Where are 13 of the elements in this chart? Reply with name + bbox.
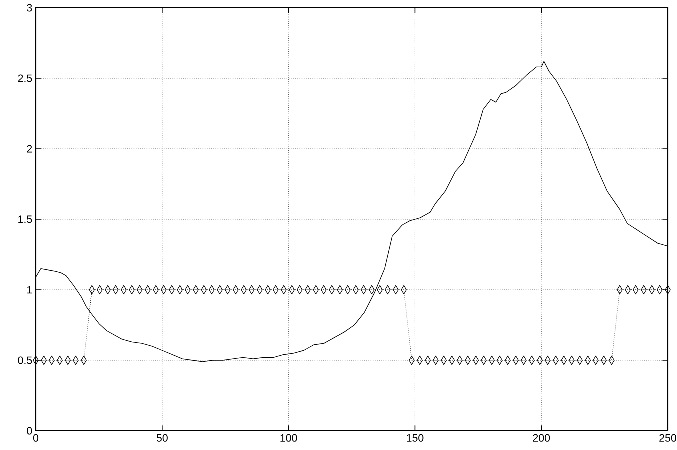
y-tick-label: 0: [27, 427, 32, 435]
y-tick-label: 1: [28, 286, 32, 294]
y-tick-label: 1.5: [18, 216, 32, 224]
x-tick-label: 250: [660, 434, 676, 442]
x-tick-label: 100: [280, 434, 298, 442]
y-tick-label: 2.5: [18, 74, 32, 82]
x-tick-label: 50: [156, 434, 168, 442]
x-tick-label: 150: [407, 434, 424, 442]
y-tick-label: 3: [27, 4, 32, 12]
y-tick-label: 0.5: [18, 356, 32, 364]
x-tick-label: 0: [33, 434, 39, 442]
y-tick-label: 2: [27, 145, 32, 153]
x-tick-label: 200: [533, 434, 550, 442]
